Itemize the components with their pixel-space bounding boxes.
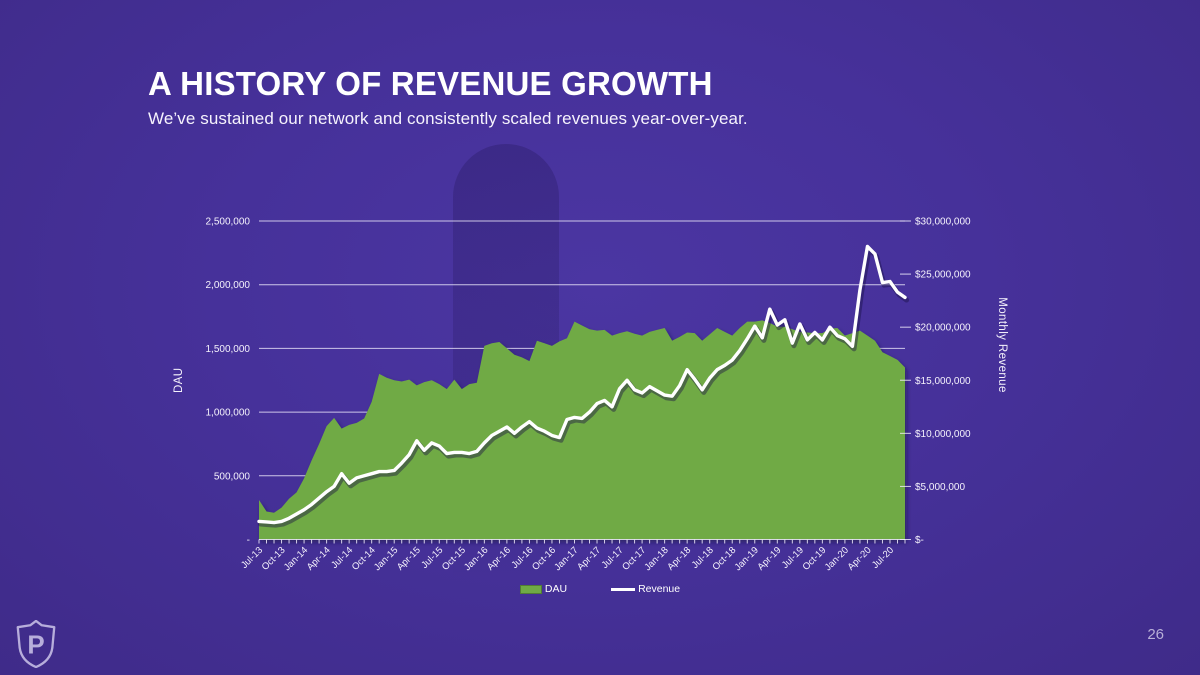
- svg-text:Jan-20: Jan-20: [823, 545, 851, 573]
- revenue-line-shadow: [258, 246, 910, 528]
- svg-text:Jan-15: Jan-15: [372, 545, 400, 573]
- svg-text:Jan-16: Jan-16: [462, 545, 490, 573]
- svg-text:Apr-16: Apr-16: [485, 545, 513, 573]
- svg-text:Oct-18: Oct-18: [710, 545, 738, 573]
- svg-text:1,500,000: 1,500,000: [206, 344, 251, 355]
- svg-text:Apr-18: Apr-18: [665, 545, 693, 573]
- legend-item-dau: DAU: [519, 583, 568, 595]
- svg-text:Oct-13: Oct-13: [260, 545, 288, 573]
- svg-text:500,000: 500,000: [214, 471, 251, 482]
- svg-text:$25,000,000: $25,000,000: [915, 270, 971, 281]
- shield-icon: P: [16, 619, 56, 669]
- svg-text:2,500,000: 2,500,000: [206, 217, 251, 228]
- svg-text:$20,000,000: $20,000,000: [915, 323, 971, 334]
- dau-area-series: [259, 320, 905, 540]
- svg-text:Oct-17: Oct-17: [620, 545, 648, 573]
- svg-text:Apr-15: Apr-15: [395, 545, 423, 573]
- svg-text:$30,000,000: $30,000,000: [915, 217, 971, 228]
- svg-text:Apr-14: Apr-14: [305, 545, 333, 573]
- svg-text:Oct-15: Oct-15: [440, 545, 468, 573]
- svg-text:Oct-19: Oct-19: [801, 545, 829, 573]
- svg-text:Oct-14: Oct-14: [350, 545, 378, 573]
- slide-header: A HISTORY OF REVENUE GROWTH We’ve sustai…: [148, 65, 1098, 129]
- svg-text:2,000,000: 2,000,000: [206, 280, 251, 291]
- svg-text:$-: $-: [915, 535, 924, 546]
- svg-text:1,000,000: 1,000,000: [206, 408, 251, 419]
- svg-text:Jan-18: Jan-18: [642, 545, 670, 573]
- svg-text:$10,000,000: $10,000,000: [915, 429, 971, 440]
- slide-title: A HISTORY OF REVENUE GROWTH: [148, 65, 713, 102]
- shield-p-logo: P: [13, 619, 59, 669]
- svg-text:$15,000,000: $15,000,000: [915, 376, 971, 387]
- dau-area-swatch-icon: [519, 584, 542, 594]
- page-number: 26: [1147, 626, 1164, 643]
- revenue-line-series: [257, 244, 907, 525]
- svg-text:Apr-20: Apr-20: [846, 545, 874, 573]
- svg-text:Jul-20: Jul-20: [870, 545, 896, 571]
- svg-text:Jan-19: Jan-19: [733, 545, 761, 573]
- svg-text:Apr-17: Apr-17: [575, 545, 603, 573]
- svg-text:$5,000,000: $5,000,000: [915, 482, 965, 493]
- svg-text:Jan-14: Jan-14: [282, 545, 310, 573]
- revenue-line-swatch-icon: [611, 587, 636, 591]
- dau-legend-label: DAU: [544, 583, 568, 595]
- legend-item-revenue: Revenue: [611, 583, 680, 595]
- svg-text:Jan-17: Jan-17: [552, 545, 580, 573]
- svg-text:DAU: DAU: [173, 368, 185, 393]
- chart-legend: DAU Revenue: [0, 583, 1200, 595]
- svg-text:-: -: [247, 535, 250, 546]
- svg-text:Oct-16: Oct-16: [530, 545, 558, 573]
- svg-text:Monthly Revenue: Monthly Revenue: [996, 297, 1008, 393]
- slide-subtitle: We’ve sustained our network and consiste…: [148, 109, 748, 129]
- svg-text:P: P: [27, 632, 44, 660]
- revenue-legend-label: Revenue: [638, 583, 681, 595]
- svg-text:Apr-19: Apr-19: [755, 545, 783, 573]
